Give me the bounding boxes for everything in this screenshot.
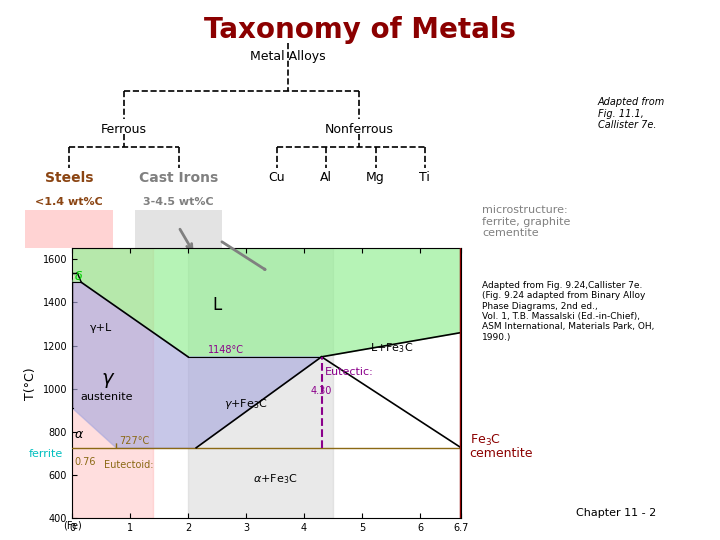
Text: Adapted from Fig. 9.24,Callister 7e.
(Fig. 9.24 adapted from Binary Alloy
Phase : Adapted from Fig. 9.24,Callister 7e. (Fi… (482, 281, 654, 342)
Text: 4.30: 4.30 (311, 386, 332, 396)
Text: $\delta$: $\delta$ (74, 270, 84, 283)
FancyBboxPatch shape (25, 210, 113, 248)
Polygon shape (72, 248, 461, 357)
Text: Fe$_3$C: Fe$_3$C (469, 433, 500, 448)
Text: L: L (212, 295, 222, 314)
Text: γ: γ (101, 368, 112, 388)
Y-axis label: T(°C): T(°C) (24, 367, 37, 400)
X-axis label: $C_o$, wt% C: $C_o$, wt% C (235, 539, 298, 540)
Text: Al: Al (320, 171, 333, 184)
Text: 727°C: 727°C (120, 436, 150, 447)
Bar (188, 248, 333, 518)
Text: Ti: Ti (419, 171, 431, 184)
Text: 1148°C: 1148°C (208, 345, 244, 355)
Text: Nonferrous: Nonferrous (325, 123, 394, 136)
Text: austenite: austenite (81, 393, 133, 402)
Text: Eutectoid:: Eutectoid: (104, 461, 153, 470)
Text: Cast Irons: Cast Irons (139, 171, 218, 185)
Text: Steels: Steels (45, 171, 94, 185)
Text: ferrite: ferrite (29, 449, 63, 458)
Text: <1.4 wt%C: <1.4 wt%C (35, 197, 103, 207)
Text: Mg: Mg (366, 171, 385, 184)
Text: Eutectic:: Eutectic: (325, 367, 373, 376)
Text: 3-4.5 wt%C: 3-4.5 wt%C (143, 197, 214, 207)
Text: Taxonomy of Metals: Taxonomy of Metals (204, 16, 516, 44)
Text: cementite: cementite (469, 447, 533, 460)
Text: Cu: Cu (269, 171, 285, 184)
Text: L+Fe$_3$C: L+Fe$_3$C (369, 341, 413, 355)
Text: 0.76: 0.76 (74, 457, 96, 467)
Text: microstructure:
ferrite, graphite
cementite: microstructure: ferrite, graphite cement… (482, 205, 571, 238)
Polygon shape (72, 273, 81, 282)
Text: Adapted from
Fig. 11.1,
Callister 7e.: Adapted from Fig. 11.1, Callister 7e. (598, 97, 665, 130)
Text: $\gamma$+Fe$_3$C: $\gamma$+Fe$_3$C (224, 397, 268, 411)
Text: $\alpha$: $\alpha$ (74, 428, 84, 441)
Text: (Fe): (Fe) (63, 521, 81, 531)
Text: $\alpha$+Fe$_3$C: $\alpha$+Fe$_3$C (253, 472, 297, 487)
Text: Ferrous: Ferrous (101, 123, 147, 136)
Text: Chapter 11 - 2: Chapter 11 - 2 (576, 508, 656, 518)
Text: γ+L: γ+L (90, 323, 112, 333)
FancyBboxPatch shape (135, 210, 222, 248)
Text: Metal Alloys: Metal Alloys (250, 50, 326, 63)
Bar (72, 248, 153, 518)
Polygon shape (72, 282, 322, 448)
